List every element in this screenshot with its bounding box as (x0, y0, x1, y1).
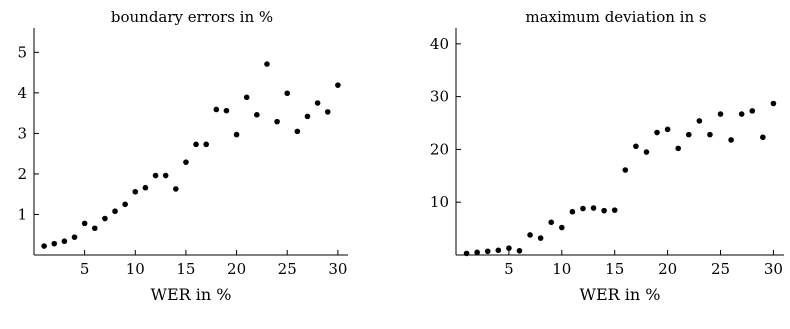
data-point (707, 131, 713, 138)
y-tick-label: 40 (430, 35, 449, 53)
data-point (590, 205, 597, 211)
x-tick-label: 20 (658, 260, 677, 278)
data-point (294, 128, 301, 135)
data-point (173, 186, 179, 192)
data-point (495, 247, 502, 254)
data-point (203, 141, 209, 148)
data-point (611, 207, 618, 213)
data-point (738, 111, 745, 117)
data-point (324, 109, 331, 115)
x-axis-title: WER in % (151, 285, 232, 304)
chart-panel-1: boundary errors in % 5 10 15 20 25 30 1 2 3 4 5 WER … (17, 8, 348, 304)
data-point (717, 111, 724, 117)
data-point (654, 129, 660, 136)
data-point (548, 219, 555, 226)
data-point (142, 184, 149, 191)
y-tick-label: 4 (17, 84, 27, 102)
x-tick-label: 25 (278, 260, 297, 278)
data-point (770, 100, 777, 107)
data-point (254, 111, 260, 118)
data-point (685, 131, 692, 138)
data-point (314, 100, 321, 106)
data-point (664, 126, 671, 133)
x-tick-label: 30 (764, 260, 783, 278)
data-point (183, 159, 189, 165)
x-tick-label: 5 (504, 260, 514, 278)
data-point (162, 172, 169, 179)
chart-title: maximum deviation in s (525, 8, 706, 26)
data-point (622, 167, 629, 173)
data-point (51, 240, 58, 247)
data-point (304, 113, 311, 120)
data-point (643, 149, 650, 155)
x-tick-label: 10 (552, 260, 571, 278)
data-point (264, 61, 270, 67)
data-point (633, 143, 639, 150)
data-point (728, 137, 734, 143)
data-point (760, 134, 766, 141)
data-point (81, 220, 88, 227)
x-tick-label: 10 (126, 260, 145, 278)
y-tick-label: 3 (17, 124, 27, 142)
data-point (527, 232, 533, 238)
data-point (213, 106, 220, 113)
data-point (696, 118, 703, 124)
data-point (71, 234, 78, 240)
x-tick-label: 30 (328, 260, 347, 278)
data-point (61, 238, 68, 245)
data-point (474, 249, 480, 256)
y-tick-label: 5 (17, 43, 27, 61)
data-point (193, 141, 199, 148)
data-point (233, 131, 240, 138)
y-tick-label: 30 (430, 88, 449, 106)
data-point (335, 82, 341, 88)
x-tick-label: 15 (605, 260, 624, 278)
data-point (463, 250, 470, 257)
x-axis-title: WER in % (580, 285, 661, 304)
data-point (516, 247, 523, 254)
data-point (537, 235, 544, 241)
x-tick-label: 20 (227, 260, 246, 278)
data-point (223, 107, 230, 114)
data-point (122, 201, 128, 208)
data-point (749, 108, 756, 114)
chart-title: boundary errors in % (111, 8, 273, 26)
y-tick-label: 2 (17, 165, 27, 183)
data-point (274, 118, 280, 125)
x-tick-label: 5 (80, 260, 90, 278)
y-tick-label: 20 (430, 140, 449, 158)
data-point (284, 90, 291, 97)
data-point (675, 145, 681, 152)
data-point (91, 225, 98, 232)
data-point (243, 94, 250, 101)
x-tick-label: 25 (711, 260, 730, 278)
y-tick-label: 10 (430, 193, 449, 211)
data-point (152, 172, 159, 179)
data-point (601, 207, 607, 214)
x-tick-label: 15 (176, 260, 195, 278)
data-point (484, 248, 491, 255)
chart-panel-2: maximum deviation in s 5 10 15 20 25 30 10 20 30 4… (430, 8, 784, 304)
data-point (112, 208, 118, 215)
data-point (132, 188, 139, 195)
data-point (102, 215, 108, 222)
y-tick-label: 1 (17, 205, 27, 223)
data-point (569, 208, 576, 215)
data-point (580, 205, 586, 212)
data-point (559, 224, 565, 231)
data-point (41, 243, 47, 249)
data-point (506, 245, 512, 251)
